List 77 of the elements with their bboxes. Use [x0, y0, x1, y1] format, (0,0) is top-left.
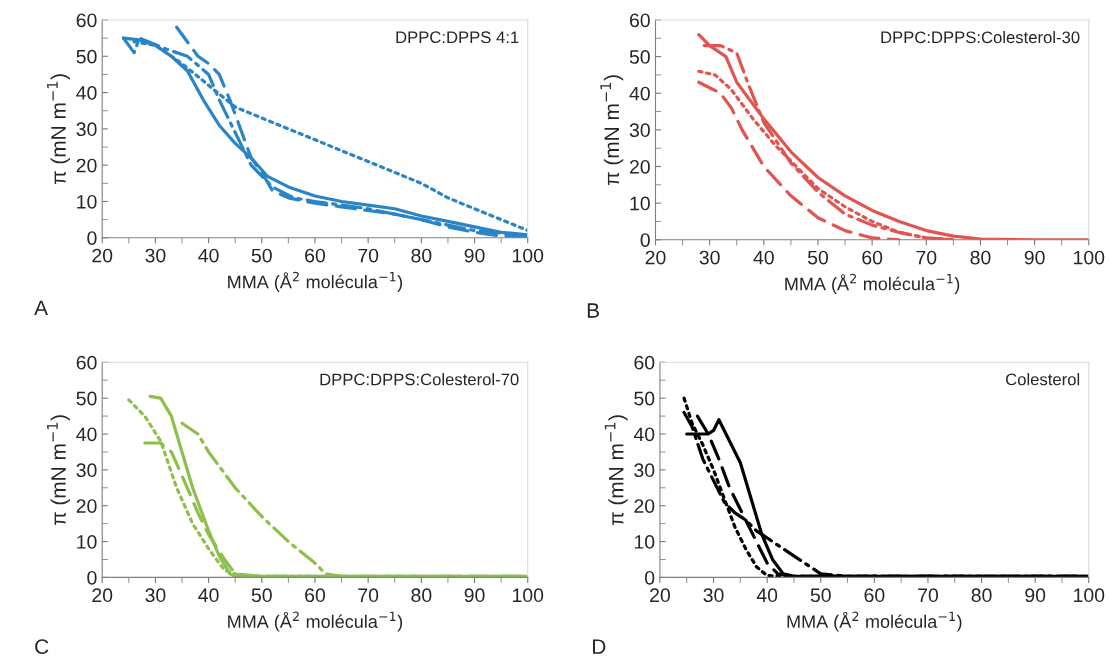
x-tick-label: 40	[198, 248, 219, 263]
x-tick-label: 40	[756, 588, 778, 603]
y-tick-label: 50	[634, 391, 655, 406]
annotation: Colesterol	[1006, 373, 1080, 386]
text: B	[587, 303, 599, 318]
y-tick-label: 40	[629, 86, 650, 101]
x-tick-label: 80	[411, 248, 432, 263]
y-tick-label: 30	[629, 123, 650, 138]
x-tick-label: 90	[464, 248, 485, 263]
x-tick-label: 30	[145, 248, 166, 263]
y-tick-label: 60	[629, 13, 650, 28]
annotation: DPPC:DPPS 4:1	[396, 31, 519, 44]
x-tick-label: 50	[251, 588, 272, 603]
x-tick-label: 90	[464, 588, 485, 603]
annotation: DPPC:DPPS:Colesterol-70	[320, 373, 519, 386]
x-tick-label: 30	[699, 250, 720, 265]
x-tick-label: 40	[753, 250, 774, 265]
y-tick-label: 20	[629, 159, 650, 174]
x-tick-label: 50	[251, 248, 272, 263]
y-tick-label: 40	[633, 427, 655, 442]
x-axis-title: MMA (Å$^{2}$ molécula$^{−1}$)	[228, 271, 403, 292]
annotation: DPPC:DPPS:Colesterol-30	[881, 30, 1080, 44]
text: A	[34, 300, 48, 316]
y-tick-label: 30	[76, 463, 97, 478]
x-tick-label: 100	[512, 248, 544, 263]
text: D	[593, 639, 606, 654]
y-tick-label: 60	[76, 13, 97, 28]
x-tick-label: 70	[358, 588, 379, 603]
y-axis-title: π (mN m$^{−1}$)	[47, 415, 70, 525]
x-tick-label: 30	[145, 588, 166, 603]
y-axis-title: π (mN m$^{−1}$)	[600, 75, 624, 185]
x-tick-label: 80	[970, 250, 991, 265]
x-tick-label: 70	[358, 248, 379, 263]
x-axis-title: MMA (Å$^{2}$ molécula$^{−1}$)	[787, 611, 962, 632]
y-tick-label: 60	[76, 355, 97, 370]
x-tick-label: 80	[971, 588, 992, 603]
x-tick-label: 50	[810, 588, 831, 603]
y-tick-label: 20	[76, 499, 97, 513]
text: C	[35, 639, 49, 654]
y-tick-label: 20	[634, 499, 655, 513]
y-tick-label: 20	[76, 158, 97, 173]
y-tick-label: 10	[77, 194, 97, 209]
y-tick-label: 40	[76, 427, 97, 442]
y-tick-label: 30	[634, 463, 655, 478]
y-tick-label: 50	[76, 49, 97, 64]
y-axis-title: π (mN m$^{−1}$)	[47, 74, 70, 184]
y-tick-label: 10	[77, 535, 97, 549]
y-tick-label: 30	[76, 122, 97, 137]
x-tick-label: 100	[1074, 250, 1105, 265]
y-tick-label: 50	[76, 391, 97, 406]
x-tick-label: 20	[650, 588, 670, 603]
y-axis-title: π (mN m$^{−1}$)	[604, 415, 628, 525]
x-tick-label: 90	[1025, 588, 1046, 603]
y-tick-label: 0	[640, 233, 650, 247]
x-tick-label: 100	[512, 588, 544, 603]
y-tick-label: 40	[76, 86, 97, 100]
x-tick-label: 70	[918, 588, 939, 603]
x-tick-label: 60	[305, 248, 326, 263]
y-tick-label: 10	[630, 196, 650, 211]
x-tick-label: 60	[305, 588, 326, 603]
x-tick-label: 90	[1024, 250, 1045, 265]
x-axis-title: MMA (Å$^{2}$ molécula$^{−1}$)	[785, 273, 960, 294]
y-tick-label: 50	[629, 50, 650, 64]
x-tick-label: 100	[1074, 588, 1105, 603]
y-tick-label: 10	[634, 535, 655, 549]
x-tick-label: 70	[916, 250, 937, 265]
x-tick-label: 30	[703, 588, 724, 603]
x-tick-label: 50	[807, 250, 829, 265]
y-tick-label: 0	[645, 570, 655, 585]
y-tick-label: 60	[634, 355, 655, 370]
y-tick-label: 0	[87, 570, 97, 585]
x-tick-label: 60	[862, 250, 883, 265]
y-tick-label: 0	[87, 231, 97, 245]
x-tick-label: 60	[864, 588, 885, 603]
x-tick-label: 80	[411, 588, 432, 603]
x-tick-label: 40	[198, 588, 219, 603]
x-axis-title: MMA (Å$^{2}$ molécula$^{−1}$)	[228, 611, 403, 632]
